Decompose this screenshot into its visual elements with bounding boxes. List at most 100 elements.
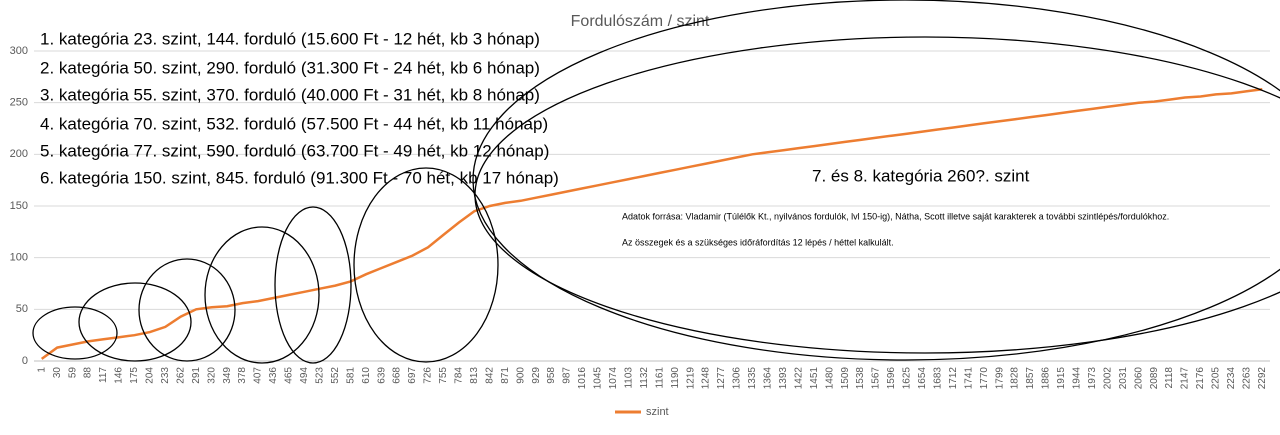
x-tick-label: 1654	[917, 367, 928, 390]
x-tick-label: 494	[299, 367, 310, 384]
x-tick-label: 755	[438, 367, 449, 384]
x-tick-label: 726	[423, 367, 434, 384]
series-line	[40, 87, 1263, 360]
x-tick-label: 88	[83, 367, 94, 379]
x-tick-label: 1219	[685, 367, 696, 390]
x-tick-label: 1451	[809, 367, 820, 390]
x-tick-label: 784	[454, 367, 465, 384]
x-tick-label: 1596	[886, 367, 897, 390]
y-tick-label: 50	[16, 303, 28, 315]
x-tick-label: 1741	[963, 367, 974, 390]
x-tick-label: 320	[206, 367, 217, 384]
x-tick-label: 1306	[732, 367, 743, 390]
chart-title: Fordulószám / szint	[571, 13, 710, 30]
x-tick-label: 2176	[1195, 367, 1206, 390]
x-tick-label: 2031	[1118, 367, 1129, 390]
x-tick-label: 1045	[593, 367, 604, 390]
x-tick-label: 958	[546, 367, 557, 384]
x-tick-label: 1190	[670, 367, 681, 389]
annotation: 3. kategória 55. szint, 370. forduló (40…	[40, 85, 540, 104]
x-tick-label: 1016	[577, 367, 588, 390]
x-tick-label: 465	[284, 367, 295, 384]
x-tick-label: 1538	[855, 367, 866, 390]
x-tick-label: 1422	[793, 367, 804, 390]
x-tick-label: 436	[268, 367, 279, 384]
annotation: 2. kategória 50. szint, 290. forduló (31…	[40, 58, 540, 77]
x-tick-label: 204	[145, 367, 156, 384]
x-tick-label: 1799	[994, 367, 1005, 390]
y-tick-label: 200	[10, 148, 28, 160]
x-tick-label: 668	[392, 367, 403, 384]
x-tick-label: 1509	[840, 367, 851, 390]
ellipse	[32, 306, 118, 360]
ellipse	[138, 258, 236, 362]
grid	[34, 50, 1270, 362]
x-tick-label: 1770	[979, 367, 990, 390]
annotation: 1. kategória 23. szint, 144. forduló (15…	[40, 29, 540, 48]
x-tick-label: 146	[114, 367, 125, 384]
x-tick-label: 1944	[1072, 367, 1083, 390]
x-tick-label: 1074	[608, 367, 619, 390]
x-tick-label: 233	[160, 367, 171, 384]
x-tick-label: 407	[253, 367, 264, 384]
annotation: 6. kategória 150. szint, 845. forduló (9…	[40, 168, 559, 187]
x-tick-label: 842	[484, 367, 495, 384]
x-tick-label: 1248	[701, 367, 712, 390]
x-tick-label: 1161	[654, 367, 665, 389]
x-tick-label: 987	[562, 367, 573, 384]
x-tick-label: 1132	[639, 367, 650, 389]
x-tick-label: 1973	[1087, 367, 1098, 390]
x-tick-label: 610	[361, 367, 372, 384]
x-tick-label: 871	[500, 367, 511, 384]
x-tick-label: 262	[175, 367, 186, 384]
x-tick-label: 1683	[932, 367, 943, 390]
x-tick-label: 1567	[871, 367, 882, 390]
x-tick-label: 1625	[902, 367, 913, 390]
x-tick-label: 2118	[1164, 367, 1175, 389]
x-tick-label: 1103	[623, 367, 634, 389]
x-tick-label: 175	[129, 367, 140, 384]
annotation: Adatok forrása: Vladamir (Túlélők Kt., n…	[622, 211, 1169, 221]
legend-label: szint	[646, 406, 669, 418]
x-tick-label: 2002	[1102, 367, 1113, 390]
x-tick-label: 2263	[1241, 367, 1252, 390]
x-tick-label: 1857	[1025, 367, 1036, 390]
x-tick-label: 1277	[716, 367, 727, 390]
x-tick-label: 639	[376, 367, 387, 384]
x-tick-label: 2147	[1180, 367, 1191, 390]
y-tick-label: 0	[22, 355, 28, 367]
ellipses	[32, 0, 1280, 364]
y-tick-label: 300	[10, 45, 28, 57]
x-tick-label: 552	[330, 367, 341, 384]
x-tick-label: 117	[98, 367, 109, 383]
annotation: 5. kategória 77. szint, 590. forduló (63…	[40, 141, 549, 160]
x-tick-label: 2292	[1257, 367, 1268, 390]
annotation: Az összegek és a szükséges időráfordítás…	[622, 237, 894, 247]
annotation: 7. és 8. kategória 260?. szint	[812, 166, 1030, 185]
x-tick-label: 1393	[778, 367, 789, 390]
x-tick-label: 2205	[1211, 367, 1222, 390]
x-tick-label: 813	[469, 367, 480, 384]
ellipse	[204, 226, 320, 364]
x-tick-label: 59	[67, 367, 78, 379]
x-tick-label: 2060	[1133, 367, 1144, 390]
y-tick-label: 250	[10, 97, 28, 109]
ellipse	[274, 206, 352, 364]
x-tick-label: 349	[222, 367, 233, 384]
annotation: 4. kategória 70. szint, 532. forduló (57…	[40, 114, 548, 133]
x-tick-label: 929	[531, 367, 542, 384]
x-tick-label: 1	[36, 367, 47, 373]
x-tick-label: 697	[407, 367, 418, 384]
ellipse	[78, 282, 192, 362]
x-tick-label: 1886	[1041, 367, 1052, 390]
x-tick-label: 30	[52, 367, 63, 379]
plot	[40, 87, 1263, 360]
x-tick-label: 1915	[1056, 367, 1067, 390]
x-tick-label: 523	[314, 367, 325, 384]
x-tick-label: 900	[515, 367, 526, 384]
x-tick-label: 1364	[763, 367, 774, 390]
x-tick-label: 2089	[1149, 367, 1160, 390]
ellipse	[472, 0, 1280, 361]
x-tick-label: 1828	[1010, 367, 1021, 390]
y-tick-label: 100	[10, 252, 28, 264]
